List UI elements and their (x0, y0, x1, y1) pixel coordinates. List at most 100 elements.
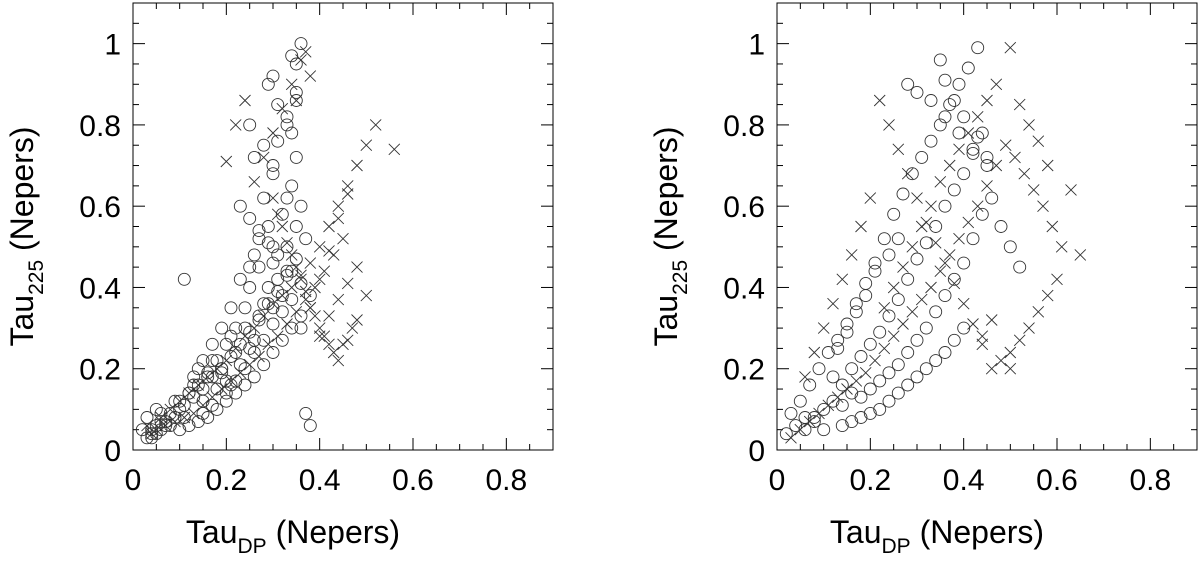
data-point-cross (864, 192, 877, 204)
data-point-cross (155, 411, 167, 424)
data-point-circle (163, 406, 177, 420)
data-point-cross (285, 78, 298, 91)
data-point-circle (233, 358, 247, 372)
y-tick-label: 0 (104, 435, 121, 468)
data-point-circle (224, 301, 238, 315)
data-point-circle (261, 281, 275, 294)
data-point-circle (271, 248, 285, 262)
data-point-circle (901, 346, 915, 359)
data-point-circle (252, 232, 266, 246)
data-point-circle (229, 346, 243, 359)
data-point-circle (280, 118, 294, 132)
data-point-cross (1037, 200, 1049, 213)
data-point-circle (173, 394, 187, 408)
data-point-cross (327, 249, 340, 261)
data-point-cross (995, 354, 1007, 367)
data-point-circle (266, 159, 280, 172)
data-point-cross (981, 180, 993, 192)
data-point-cross (206, 391, 219, 404)
data-point-circle (807, 411, 821, 424)
data-point-circle (205, 370, 219, 384)
data-point-circle (882, 366, 896, 380)
data-point-circle (205, 354, 219, 368)
data-point-cross (248, 322, 261, 334)
data-point-cross (295, 54, 307, 66)
data-point-circle (835, 378, 849, 392)
data-point-circle (873, 402, 887, 416)
data-point-circle (210, 354, 224, 368)
data-point-circle (233, 337, 247, 351)
data-point-cross (239, 330, 251, 343)
data-point-circle (285, 293, 299, 307)
data-point-cross (827, 297, 839, 310)
data-point-circle (840, 317, 854, 331)
data-point-circle (280, 240, 294, 254)
data-point-cross (1032, 135, 1045, 148)
data-point-circle (140, 431, 154, 445)
data-point-circle (901, 378, 915, 392)
data-point-circle (224, 329, 238, 343)
data-point-cross (1065, 184, 1077, 196)
y-axis-title-base: Tau (4, 295, 40, 347)
data-point-cross (178, 411, 191, 424)
plot-frame (776, 2, 1198, 451)
data-point-circle (929, 354, 943, 368)
data-point-circle (173, 402, 187, 416)
y-axis-title-unit: (Nepers) (4, 127, 40, 260)
data-point-cross (981, 94, 993, 107)
data-point-cross (285, 281, 298, 294)
data-point-circle (289, 85, 303, 99)
data-point-circle (159, 419, 173, 433)
data-point-circle (980, 150, 994, 164)
y-tick-label: 1 (104, 29, 121, 62)
data-point-circle (205, 398, 219, 412)
data-point-circle (285, 49, 299, 63)
data-point-cross (327, 346, 340, 359)
data-point-cross (141, 419, 153, 432)
data-point-cross (948, 277, 961, 290)
data-point-circle (294, 37, 308, 51)
data-point-circle (901, 272, 915, 286)
data-point-circle (910, 333, 924, 347)
data-point-cross (813, 407, 825, 420)
data-point-circle (238, 362, 252, 376)
data-point-cross (841, 383, 853, 395)
data-point-circle (961, 61, 975, 75)
data-point-circle (924, 134, 938, 148)
data-point-circle (919, 321, 933, 335)
data-point-cross (990, 159, 1003, 172)
data-point-circle (243, 118, 257, 132)
y-tick-label: 1 (748, 29, 765, 62)
x-tick-label: 0.8 (1129, 464, 1171, 497)
data-point-circle (966, 146, 980, 160)
data-point-cross (1004, 362, 1017, 375)
data-point-cross (281, 318, 293, 330)
data-point-cross (299, 285, 312, 298)
data-point-circle (275, 305, 289, 319)
data-point-circle (191, 362, 205, 376)
data-point-cross (257, 151, 270, 164)
x-axis-title-base: Tau (186, 514, 238, 550)
data-point-cross (925, 281, 937, 294)
data-point-cross (369, 119, 382, 131)
data-point-cross (318, 265, 331, 278)
data-point-cross (971, 200, 984, 213)
data-point-cross (1013, 334, 1026, 347)
data-point-circle (154, 406, 168, 420)
data-point-cross (887, 281, 900, 294)
data-point-cross (953, 232, 965, 245)
y-tick-label: 0.6 (723, 191, 765, 224)
data-point-circle (826, 394, 840, 408)
data-point-circle (238, 301, 252, 315)
data-point-cross (295, 269, 307, 282)
data-point-circle (975, 207, 989, 221)
data-point-circle (257, 191, 271, 205)
data-point-circle (289, 252, 303, 266)
data-point-cross (220, 155, 233, 168)
data-point-cross (869, 354, 881, 367)
data-point-circle (863, 382, 877, 396)
data-point-circle (938, 199, 952, 213)
data-point-circle (807, 415, 821, 429)
data-point-cross (234, 366, 247, 379)
data-point-cross (267, 297, 279, 310)
